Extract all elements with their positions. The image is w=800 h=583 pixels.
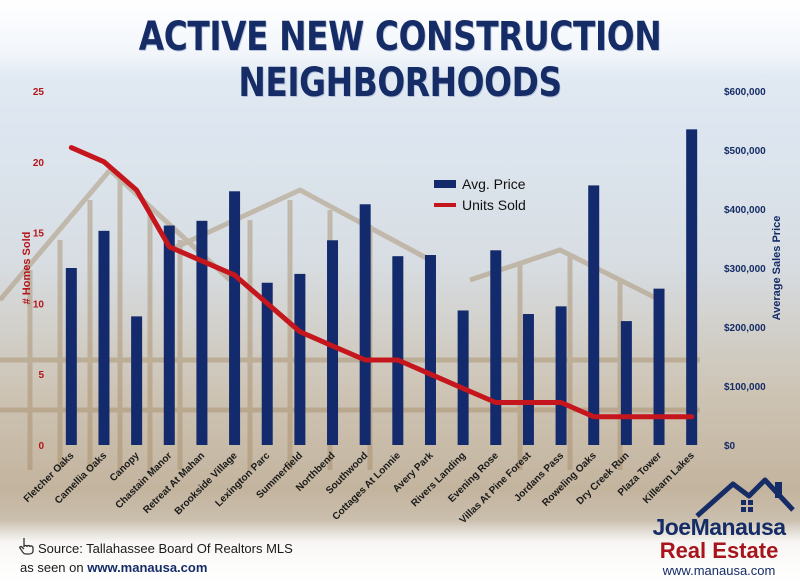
y-left-tick-label: 5 bbox=[38, 370, 44, 381]
bar-avg-price bbox=[327, 240, 339, 445]
y-left-tick-label: 15 bbox=[33, 229, 45, 240]
bar-avg-price bbox=[686, 129, 698, 445]
legend-label-units: Units Sold bbox=[462, 197, 526, 213]
y-right-axis-label: Average Sales Price bbox=[771, 216, 783, 321]
page-title: ACTIVE NEW CONSTRUCTION NEIGHBORHOODS bbox=[138, 14, 662, 106]
logo-name: JoeManausa bbox=[652, 514, 786, 540]
bar-avg-price bbox=[163, 225, 175, 445]
footer-band bbox=[0, 520, 800, 583]
x-category-label: Retreat At Mahan bbox=[141, 450, 207, 516]
y-left-axis-label: # Homes Sold bbox=[21, 232, 33, 305]
line-units-sold bbox=[68, 145, 695, 420]
logo-url[interactable]: www.manausa.com bbox=[662, 563, 776, 578]
legend: Avg. Price Units Sold bbox=[434, 176, 526, 213]
bar-avg-price bbox=[229, 191, 241, 445]
bar-avg-price bbox=[359, 204, 371, 445]
y-right-tick-label: $0 bbox=[724, 441, 736, 452]
seen-url-link[interactable]: www.manausa.com bbox=[87, 560, 208, 575]
bar-avg-price bbox=[261, 282, 273, 445]
bar-avg-price bbox=[522, 314, 534, 445]
y-left-tick-label: 0 bbox=[38, 441, 44, 452]
y-right-tick-label: $200,000 bbox=[724, 323, 766, 334]
legend-label-price: Avg. Price bbox=[462, 176, 526, 192]
legend-swatch-price bbox=[434, 180, 456, 188]
x-category-label: Chastain Manor bbox=[114, 450, 175, 511]
bar-avg-price bbox=[98, 230, 110, 445]
bar-avg-price bbox=[392, 256, 404, 445]
y-right-tick-label: $300,000 bbox=[724, 264, 766, 275]
y-right-tick-label: $600,000 bbox=[724, 87, 766, 98]
y-right-tick-label: $500,000 bbox=[724, 146, 766, 157]
y-left-tick-label: 10 bbox=[33, 299, 45, 310]
bar-avg-price bbox=[424, 255, 436, 445]
bar-avg-price bbox=[588, 185, 600, 445]
title-band bbox=[0, 0, 800, 76]
seen-prefix: as seen on bbox=[20, 560, 88, 575]
bar-avg-price bbox=[653, 288, 665, 445]
y-left-tick-label: 25 bbox=[33, 87, 45, 98]
y-right-tick-label: $400,000 bbox=[724, 205, 766, 216]
y-left-tick-label: 20 bbox=[33, 158, 45, 169]
bar-avg-price bbox=[490, 250, 502, 445]
house-logo-icon bbox=[695, 477, 795, 518]
brand-logo: JoeManausa Real Estate www.manausa.com bbox=[640, 470, 800, 583]
hand-pointer-icon bbox=[19, 538, 34, 555]
source-credit: Source: Tallahassee Board Of Realtors ML… bbox=[38, 541, 293, 556]
bar-avg-price bbox=[65, 268, 77, 445]
logo-subtitle: Real Estate bbox=[659, 538, 779, 563]
bar-avg-price bbox=[457, 310, 469, 445]
y-right-tick-label: $100,000 bbox=[724, 382, 766, 393]
seen-on-credit: as seen on www.manausa.com bbox=[20, 560, 207, 575]
bar-avg-price bbox=[620, 321, 632, 445]
bar-avg-price bbox=[196, 220, 208, 445]
bar-avg-price bbox=[131, 316, 143, 445]
bar-avg-price bbox=[555, 306, 567, 445]
bar-avg-price bbox=[294, 273, 306, 445]
